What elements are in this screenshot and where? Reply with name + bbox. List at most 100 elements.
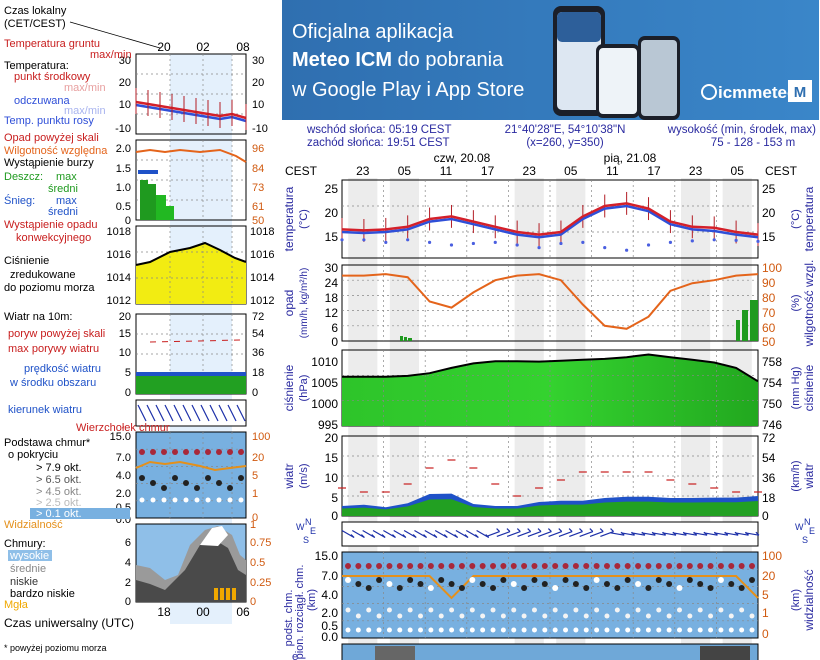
mini-cloud-dot [161, 449, 167, 455]
leader-line [69, 21, 161, 49]
wind-arrow [548, 531, 562, 537]
cloud-base-dot [345, 563, 351, 569]
precip-bar [404, 337, 407, 341]
hour-label: 11 [440, 164, 453, 178]
pressure-grid [342, 350, 758, 426]
wind-arrow-head [496, 528, 501, 533]
mini-cloud-layer-low [136, 540, 246, 602]
logo-badge: M [794, 84, 807, 101]
cloud-base-dot [490, 607, 496, 613]
mini-hour-bottom: 18 [157, 605, 171, 619]
cloud-base-dot [521, 613, 527, 619]
cloud-base-dot [376, 627, 382, 633]
cloud-base-dot [552, 607, 558, 613]
mini-cloud-dot [139, 497, 145, 503]
clouds-low: niskie [10, 576, 38, 588]
cloud-base-dot [572, 581, 579, 587]
cloud-base-dot [604, 613, 610, 619]
cloud-frame [341, 551, 759, 639]
wind-arrow [465, 529, 479, 539]
wind-arrow [372, 529, 386, 539]
mini-tick: 2 [125, 577, 131, 589]
snow-label: Śnieg: [4, 194, 35, 207]
cloud-base-dot [511, 607, 517, 613]
vis-axis-unit: (km) [790, 589, 802, 611]
mini-tick: 0 [125, 387, 131, 399]
banner-line3: w Google Play i App Store [291, 79, 524, 101]
precip-bar [742, 310, 748, 341]
mini-dir-frame [135, 399, 247, 427]
vis-tick: 20 [762, 569, 776, 583]
promo-banner[interactable]: Oficjalna aplikacja Meteo ICM do pobrani… [282, 0, 819, 120]
wind-arrow [393, 529, 407, 539]
cloud-base-dot [614, 607, 620, 613]
vis-axis-title: widzialność [802, 569, 816, 631]
mini-tick-r: 1018 [250, 226, 274, 238]
cloud-base-dot [480, 613, 486, 619]
mini-tick: 15.0 [110, 431, 131, 443]
wind-arrows [341, 528, 760, 539]
mini-tick: 6 [125, 537, 131, 549]
cloud-ticks-left: 15.0 7.0 4.0 2.0 0.5 0.0 [315, 549, 339, 644]
cloud-tick: 4.0 [321, 588, 338, 602]
cloud-base-dot [531, 563, 538, 569]
cloud-axis-unit: (km) [306, 589, 318, 611]
vis-tick: 1 [762, 606, 769, 620]
cloud-base-dot [386, 607, 392, 613]
wind-arrow-head [516, 528, 521, 533]
dew-point-dot [712, 238, 716, 242]
pres-ticks-right: 758 754 750 746 [762, 355, 782, 432]
precip-ticks-left: 30 24 18 12 6 0 [325, 261, 339, 349]
mini-tick-r: 10 [252, 99, 264, 111]
visibility-label: Widzialność [4, 519, 63, 531]
mini-tick-r: 1012 [250, 295, 274, 307]
cloud-base-dot [427, 585, 434, 591]
wind-arrow [434, 529, 448, 539]
cloud-base-dot [386, 563, 393, 569]
precip-bars [400, 300, 758, 341]
cloud-base-dot [614, 563, 621, 569]
mini-tick-r: 18 [252, 367, 264, 379]
wind-tick-right: 72 [762, 431, 776, 445]
cloud-base-dot [438, 563, 445, 569]
wind-ticks-left: 20 15 10 5 0 [325, 431, 339, 523]
wind-arrow [703, 532, 718, 536]
cloud-base-dot [655, 577, 662, 583]
mini-cloud-dot [194, 485, 200, 491]
pres-tick: 1005 [311, 376, 338, 390]
mini-tick: 20 [119, 311, 131, 323]
cloud-base-dot [531, 577, 538, 583]
wind-arrow-head [402, 534, 407, 538]
compass-e: E [310, 526, 316, 536]
cloud-blob [375, 646, 415, 660]
mini-temp-bars [135, 88, 247, 130]
cloud-base-dot [645, 613, 651, 619]
mini-cloud-dot [216, 449, 222, 455]
wind-axis-unit: (m/s) [298, 463, 310, 488]
mini-cloud-dot [194, 497, 200, 503]
mini-wind-arrow [218, 404, 228, 422]
mini-cloud-frame [135, 431, 247, 519]
day2-label: pią, 21.08 [604, 151, 657, 165]
cloud-base-dot [687, 627, 693, 633]
cloud-base-dot [635, 627, 641, 633]
mini-hum-ticks: 96 84 73 61 50 [252, 143, 264, 227]
main-meteogram: CEST CEST czw, 20.08 pią, 21.08 23 05 11 17… [282, 151, 816, 660]
compass-w: W [296, 522, 305, 532]
legend-panel: Czas lokalny (CET/CEST) 20 02 08 30 20 1… [4, 5, 274, 653]
cloud-base-dot [542, 627, 548, 633]
pres-tick-right: 750 [762, 397, 782, 411]
hum-tick: 100 [762, 261, 782, 275]
mini-cloud-dot [161, 497, 167, 503]
dew-point-dot [603, 246, 607, 250]
hour-label: 17 [647, 164, 661, 178]
mini-tick-r: 72 [252, 311, 264, 323]
vis-ticks-right: 100 20 5 1 0 [762, 549, 782, 641]
pressure-line [342, 353, 759, 383]
mini-time-top: 20 02 08 [157, 40, 250, 54]
wind-arrow [351, 529, 365, 539]
cloud-base-dot [749, 627, 755, 633]
cloud-base-dot [521, 563, 528, 569]
wind-tick-right: 36 [762, 471, 776, 485]
cloud-base-dot [738, 563, 745, 569]
